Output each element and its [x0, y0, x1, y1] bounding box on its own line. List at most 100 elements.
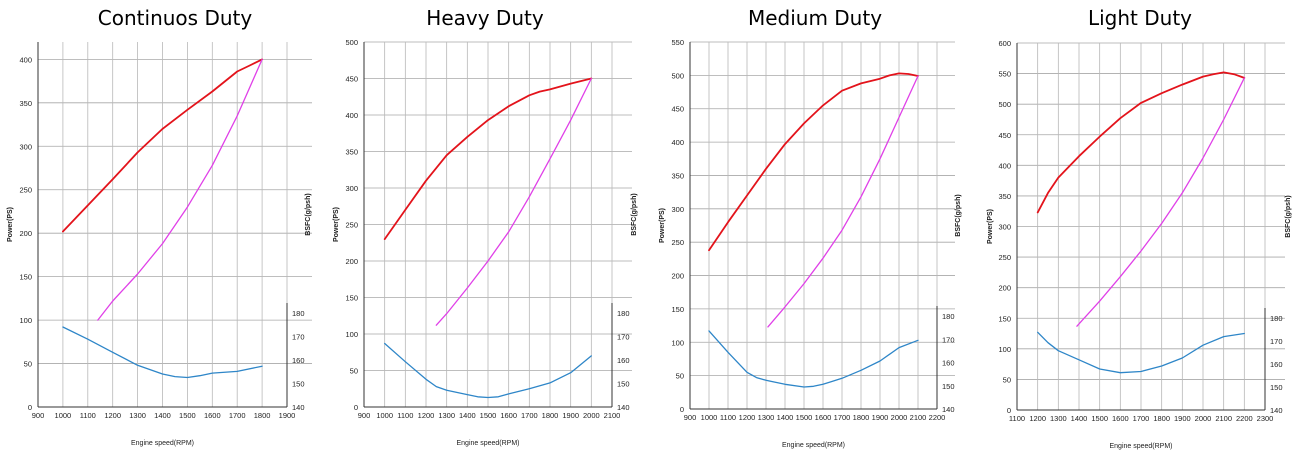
y-tick-label: 250	[345, 221, 358, 230]
y2-tick-label: 150	[942, 382, 955, 391]
x-tick-label: 1900	[562, 411, 579, 420]
x-tick-label: 1700	[521, 411, 538, 420]
x-tick-label: 1800	[542, 411, 559, 420]
y2-tick-label: 160	[942, 359, 955, 368]
y-tick-label: 350	[671, 171, 684, 180]
y-tick-label: 100	[19, 316, 32, 325]
y-tick-label: 50	[676, 372, 684, 381]
x-axis-label: Engine speed(RPM)	[782, 442, 845, 449]
x-tick-label: 1300	[438, 411, 455, 420]
y2-tick-label: 170	[1270, 337, 1283, 346]
x-tick-label: 1100	[80, 411, 96, 420]
x-tick-label: 1400	[1071, 414, 1088, 423]
x-tick-label: 2300	[1257, 414, 1274, 423]
y-tick-label: 550	[671, 38, 684, 47]
y-axis-label: Power(PS)	[7, 207, 14, 242]
x-tick-label: 2200	[1236, 414, 1253, 423]
series-line-bsfc	[709, 331, 918, 387]
x-tick-label: 1100	[720, 413, 736, 422]
y-tick-label: 100	[998, 345, 1011, 354]
x-tick-label: 1700	[1133, 414, 1150, 423]
x-tick-label: 1500	[480, 411, 497, 420]
y-axis-label: Power(PS)	[333, 207, 340, 242]
x-tick-label: 1200	[1029, 414, 1046, 423]
x-tick-label: 900	[32, 411, 45, 420]
y2-tick-label: 180	[617, 309, 630, 318]
x-axis-label: Engine speed(RPM)	[1109, 443, 1172, 450]
y-tick-label: 450	[671, 105, 684, 114]
x-tick-label: 2000	[583, 411, 600, 420]
y-tick-label: 200	[998, 284, 1011, 293]
y2-axis-label: BSFC(g/psh)	[631, 193, 638, 235]
x-tick-label: 1800	[254, 411, 271, 420]
x-tick-label: 2100	[910, 413, 927, 422]
x-tick-label: 1200	[739, 413, 756, 422]
y-tick-label: 350	[345, 148, 358, 157]
chart-0: 0501001502002503003504009001000110012001…	[7, 42, 312, 447]
y-tick-label: 100	[345, 330, 358, 339]
series-line-torque	[436, 79, 591, 326]
y-tick-label: 500	[671, 71, 684, 80]
y2-tick-label: 150	[617, 380, 630, 389]
y2-axis-label: BSFC(g/psh)	[1285, 195, 1292, 237]
y-tick-label: 300	[345, 184, 358, 193]
x-tick-label: 1100	[1009, 414, 1025, 423]
x-tick-label: 1000	[701, 413, 718, 422]
x-tick-label: 1200	[104, 411, 121, 420]
y-tick-label: 150	[998, 314, 1011, 323]
x-tick-label: 1500	[796, 413, 813, 422]
x-axis-label: Engine speed(RPM)	[456, 440, 519, 447]
y-tick-label: 400	[998, 161, 1011, 170]
y2-tick-label: 160	[617, 356, 630, 365]
y2-axis-label: BSFC(g/psh)	[955, 194, 962, 236]
y-tick-label: 600	[998, 39, 1011, 48]
y2-tick-label: 180	[292, 309, 305, 318]
y-tick-label: 500	[998, 100, 1011, 109]
y-tick-label: 400	[19, 55, 32, 64]
x-tick-label: 2100	[1215, 414, 1232, 423]
y-tick-label: 50	[1003, 375, 1011, 384]
x-tick-label: 1300	[129, 411, 146, 420]
y-tick-label: 150	[345, 294, 358, 303]
chart-3: 0501001502002503003504004505005506001100…	[987, 39, 1292, 450]
x-tick-label: 1700	[229, 411, 246, 420]
x-tick-label: 1100	[397, 411, 413, 420]
y2-tick-label: 150	[1270, 383, 1283, 392]
x-tick-label: 1400	[777, 413, 794, 422]
x-tick-label: 1500	[179, 411, 196, 420]
y2-tick-label: 170	[942, 335, 955, 344]
series-line-torque	[768, 76, 918, 327]
x-axis-label: Engine speed(RPM)	[131, 440, 194, 447]
y-tick-label: 100	[671, 338, 684, 347]
series-line-power	[709, 73, 918, 250]
y2-tick-label: 140	[617, 403, 630, 412]
y-tick-label: 250	[19, 186, 32, 195]
y-tick-label: 350	[19, 99, 32, 108]
y2-tick-label: 160	[292, 356, 305, 365]
chart-2: 0501001502002503003504004505005509001000…	[659, 38, 962, 449]
x-tick-label: 2000	[1195, 414, 1212, 423]
y-tick-label: 400	[671, 138, 684, 147]
y2-axis-label: BSFC(g/psh)	[305, 193, 312, 235]
y-tick-label: 300	[671, 205, 684, 214]
y-tick-label: 300	[998, 223, 1011, 232]
x-tick-label: 1600	[1112, 414, 1129, 423]
y2-tick-label: 180	[1270, 314, 1283, 323]
y-tick-label: 150	[19, 273, 32, 282]
y2-tick-label: 180	[942, 312, 955, 321]
y2-tick-label: 160	[1270, 360, 1283, 369]
y-tick-label: 250	[671, 238, 684, 247]
x-tick-label: 2200	[929, 413, 946, 422]
y-axis-label: Power(PS)	[987, 209, 994, 244]
x-tick-label: 1800	[1153, 414, 1170, 423]
x-tick-label: 1900	[872, 413, 889, 422]
x-tick-label: 1000	[376, 411, 393, 420]
x-tick-label: 1400	[459, 411, 476, 420]
y-axis-label: Power(PS)	[659, 208, 666, 243]
x-tick-label: 1200	[418, 411, 435, 420]
y-tick-label: 450	[345, 75, 358, 84]
y-tick-label: 50	[350, 367, 358, 376]
y-tick-label: 550	[998, 70, 1011, 79]
y2-tick-label: 170	[292, 333, 305, 342]
